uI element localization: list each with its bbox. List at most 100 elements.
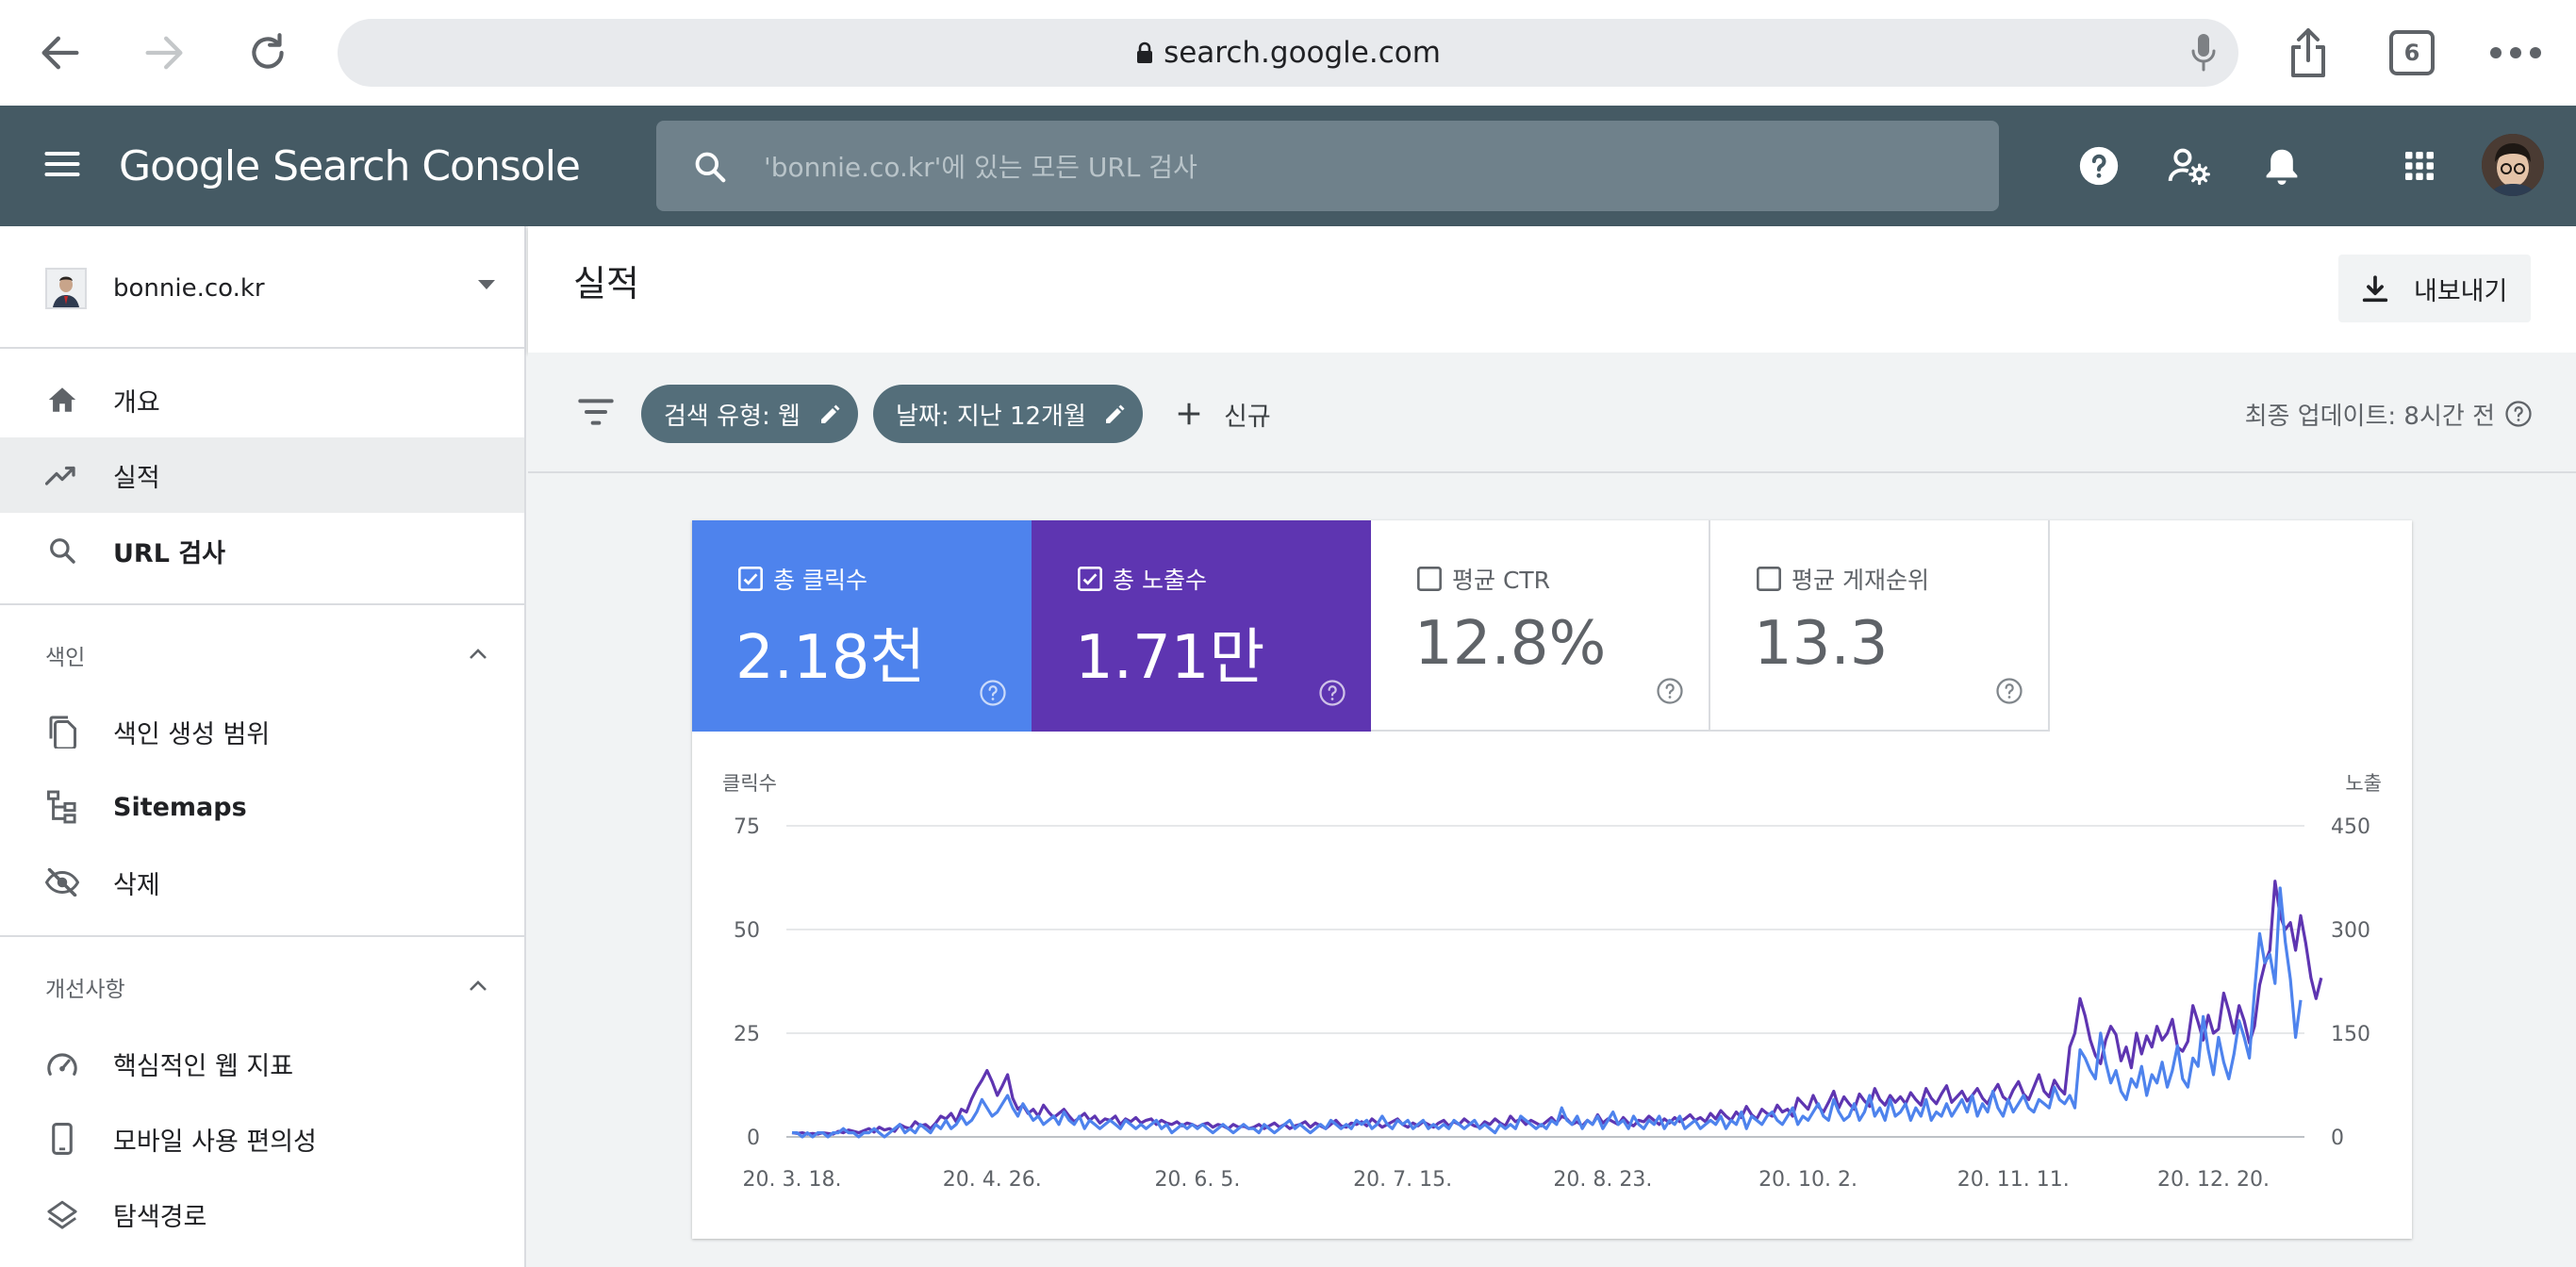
sidebar-item-core-web-vitals[interactable]: 핵심적인 웹 지표 <box>0 1026 524 1101</box>
user-photo-icon <box>2482 134 2544 196</box>
property-selector[interactable]: bonnie.co.kr <box>0 226 524 349</box>
bell-icon <box>2266 149 2298 185</box>
metric-total-clicks[interactable]: 총 클릭수 2.18천 <box>692 520 1032 732</box>
copy-icon <box>43 715 81 749</box>
divider <box>0 935 524 937</box>
sidebar-item-sitemaps[interactable]: Sitemaps <box>0 769 524 845</box>
sidebar-item-performance[interactable]: 실적 <box>0 437 524 513</box>
url-inspection-search[interactable]: 'bonnie.co.kr'에 있는 모든 URL 검사 <box>656 121 1999 211</box>
layers-icon <box>43 1197 81 1231</box>
new-filter-label: 신규 <box>1224 402 1271 432</box>
help-outline-icon[interactable] <box>1656 677 1684 705</box>
reload-icon <box>252 33 284 69</box>
edit-icon <box>818 403 841 426</box>
app-header: Google Search Console 'bonnie.co.kr'에 있는… <box>0 106 2576 226</box>
clicks-series-line <box>792 886 2303 1139</box>
sidebar-item-breadcrumbs[interactable]: 탐색경로 <box>0 1176 524 1252</box>
sidebar-item-label: 개요 <box>113 387 160 418</box>
notifications-button[interactable] <box>2259 143 2304 189</box>
search-icon <box>43 534 81 568</box>
x-tick-label: 20. 7. 15. <box>1353 1168 1452 1192</box>
date-chip[interactable]: 날짜: 지난 12개월 <box>873 385 1143 443</box>
right-tick-label: 450 <box>2331 815 2370 839</box>
metric-label: 평균 CTR <box>1452 567 1551 594</box>
metric-total-impressions[interactable]: 총 노출수 1.71만 <box>1032 520 1371 732</box>
filter-list-icon <box>578 399 614 425</box>
metric-label: 평균 게재순위 <box>1792 567 1929 594</box>
metric-label: 총 클릭수 <box>773 567 867 594</box>
sidebar-item-label: 실적 <box>113 463 160 493</box>
account-settings-button[interactable] <box>2167 143 2212 189</box>
arrow-left-icon <box>41 36 79 70</box>
sidebar-item-label: 핵심적인 웹 지표 <box>113 1051 294 1081</box>
avatar[interactable] <box>2482 134 2544 196</box>
chevron-down-icon <box>476 278 497 291</box>
filter-bar: 검색 유형: 웹 날짜: 지난 12개월 신규 최종 업데이트: 8시간 전 <box>528 353 2576 473</box>
last-update: 최종 업데이트: 8시간 전 <box>2245 385 2533 443</box>
checkbox-checked-icon[interactable] <box>1077 566 1103 592</box>
left-axis-label: 클릭수 <box>722 772 777 795</box>
back-button[interactable] <box>30 23 91 83</box>
metric-value: 1.71만 <box>1075 623 1265 693</box>
left-tick-label: 0 <box>747 1127 760 1150</box>
plus-icon <box>1178 403 1200 425</box>
search-placeholder: 'bonnie.co.kr'에 있는 모든 URL 검사 <box>764 152 1197 183</box>
checkbox-unchecked-icon[interactable] <box>1416 566 1443 592</box>
help-outline-icon[interactable] <box>1995 677 2023 705</box>
checkbox-checked-icon[interactable] <box>737 566 764 592</box>
share-button[interactable] <box>2278 23 2338 83</box>
reload-button[interactable] <box>238 23 298 83</box>
apps-grid-icon <box>2405 152 2434 180</box>
sidebar-item-label: Sitemaps <box>113 792 247 822</box>
sidebar-item-overview[interactable]: 개요 <box>0 362 524 437</box>
divider <box>0 603 524 605</box>
chevron-up-icon[interactable] <box>468 979 488 992</box>
help-outline-icon[interactable] <box>2504 400 2533 428</box>
search-type-chip[interactable]: 검색 유형: 웹 <box>641 385 858 443</box>
main-menu-button[interactable] <box>41 143 83 185</box>
sidebar-item-mobile-usability[interactable]: 모바일 사용 편의성 <box>0 1101 524 1176</box>
export-label: 내보내기 <box>2414 276 2508 306</box>
metric-value: 2.18천 <box>735 623 926 693</box>
address-bar[interactable]: search.google.com <box>338 19 2238 87</box>
sidebar-item-url-inspection[interactable]: URL 검사 <box>0 513 524 588</box>
help-outline-icon[interactable] <box>979 679 1007 707</box>
sidebar-item-coverage[interactable]: 색인 생성 범위 <box>0 694 524 769</box>
product-logo[interactable]: Google Search Console <box>119 134 581 198</box>
sidebar-item-label: 모바일 사용 편의성 <box>113 1127 317 1157</box>
apps-button[interactable] <box>2397 143 2442 189</box>
page-header: 실적 내보내기 <box>528 226 2576 353</box>
microphone-icon <box>2191 34 2216 72</box>
page-title: 실적 <box>573 263 639 304</box>
phone-icon <box>43 1122 81 1156</box>
metric-average-position[interactable]: 평균 게재순위 13.3 <box>1710 520 2050 732</box>
sitemap-icon <box>43 790 81 824</box>
tabs-button[interactable]: 6 <box>2389 30 2435 75</box>
export-button[interactable]: 내보내기 <box>2338 255 2531 322</box>
more-horizontal-icon <box>2490 47 2541 58</box>
help-button[interactable] <box>2076 143 2122 189</box>
google-wordmark: Google <box>119 141 260 190</box>
arrow-right-icon <box>145 36 183 70</box>
product-name: Search Console <box>272 141 581 190</box>
filter-button[interactable] <box>577 398 615 426</box>
microphone-button[interactable] <box>2189 32 2218 74</box>
chevron-up-icon[interactable] <box>468 647 488 660</box>
last-update-text: 최종 업데이트: 8시간 전 <box>2244 402 2495 431</box>
metric-average-ctr[interactable]: 평균 CTR 12.8% <box>1371 520 1710 732</box>
sidebar-item-label: URL 검사 <box>113 538 225 568</box>
more-button[interactable] <box>2485 23 2546 83</box>
left-tick-label: 75 <box>734 815 760 839</box>
sidebar-item-label: 삭제 <box>113 870 160 900</box>
sidebar-item-removals[interactable]: 삭제 <box>0 845 524 920</box>
section-title-index: 색인 <box>45 646 86 670</box>
help-outline-icon[interactable] <box>1318 679 1346 707</box>
lock-icon <box>1137 41 1153 63</box>
checkbox-unchecked-icon[interactable] <box>1756 566 1782 592</box>
speed-icon <box>43 1046 81 1080</box>
forward-button[interactable] <box>134 23 194 83</box>
left-tick-label: 25 <box>734 1023 760 1046</box>
sidebar: bonnie.co.kr 개요 실적 URL 검사 색인 색인 생성 범위 <box>0 226 526 1267</box>
right-tick-label: 150 <box>2331 1023 2370 1046</box>
add-filter-button[interactable]: 신규 <box>1175 385 1271 443</box>
